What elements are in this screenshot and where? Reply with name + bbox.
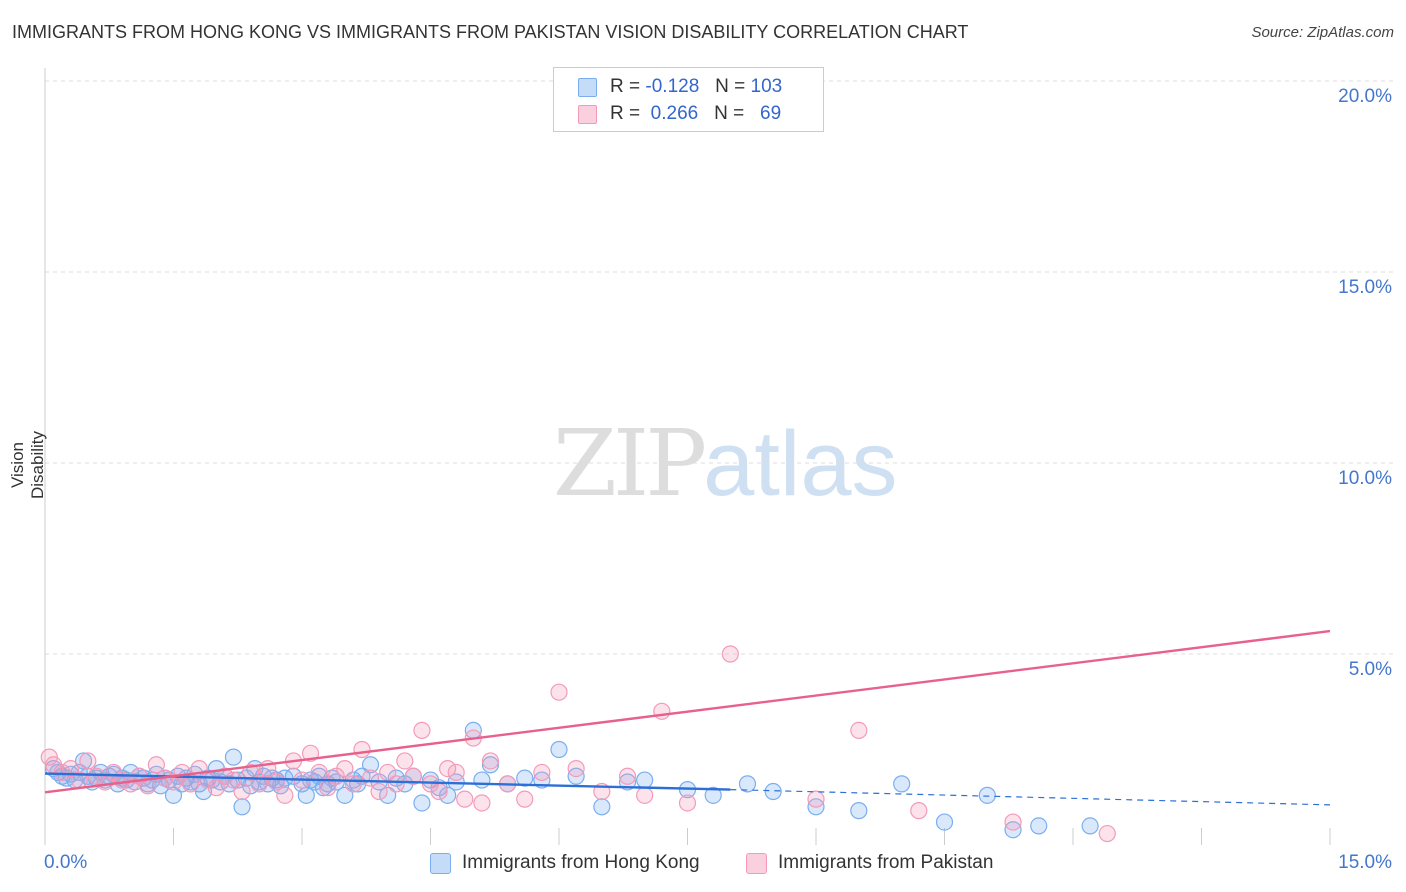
scatter-point [413,794,431,812]
scatter-point [439,759,457,778]
scatter-point [550,740,568,759]
scatter-point [164,786,183,804]
trend-line-hong-kong [44,772,731,791]
legend-stats: R = -0.128 N = 103 [610,76,783,97]
scatter-point [430,782,448,801]
y-tick-label: 15.0% [1338,277,1392,298]
scatter-point [636,771,654,789]
scatter-point [396,752,414,770]
scatter-point [1081,817,1099,835]
scatter-point [456,790,474,808]
scatter-point [327,773,345,791]
scatter-point [207,779,225,797]
scatter-point [233,782,251,801]
scatter-point [224,748,243,766]
scatter-point [336,759,354,778]
scatter-point [87,767,106,785]
scatter-point [336,786,354,804]
scatter-point [1098,824,1116,843]
x-tick-label: 0.0% [44,852,88,873]
scatter-point [738,775,757,793]
scatter-point [370,782,388,801]
scatter-point [567,759,585,778]
watermark-atlas: atlas [703,413,898,515]
scatter-point [473,794,491,812]
legend-stats: R = 0.266 N = 69 [610,103,782,124]
scatter-point [250,775,268,793]
scatter-point [550,683,568,701]
y-axis-label: Vision Disability [8,430,47,500]
legend-swatch-pink [578,105,597,124]
legend-swatch-blue [578,78,597,97]
scatter-point [593,798,611,816]
scatter-point [139,777,157,795]
scatter-point [481,756,500,774]
scatter-point [1004,813,1022,831]
scatter-point [704,786,722,804]
scatter-point [224,771,243,789]
scatter-point [216,767,234,785]
scatter-point [147,756,165,774]
scatter-point [404,767,422,785]
scatter-point [516,769,534,787]
scatter-point [618,767,637,785]
scatter-point [439,786,457,804]
source-credit: Source: ZipAtlas.com [1251,24,1394,41]
y-tick-label: 10.0% [1338,468,1392,489]
scatter-point [1030,817,1048,835]
legend-label: Immigrants from Pakistan [778,852,994,873]
scatter-point [533,763,551,782]
scatter-point [379,786,397,804]
scatter-point [413,721,431,740]
scatter-point [447,763,465,782]
scatter-point [344,775,362,793]
legend-swatch-pink [746,853,767,874]
legend-swatch-blue [430,853,451,874]
scatter-point [807,790,825,808]
legend-label: Immigrants from Hong Kong [462,852,700,873]
chart-title: IMMIGRANTS FROM HONG KONG VS IMMIGRANTS … [12,22,969,42]
scatter-point [361,756,380,774]
scatter-point [164,773,183,791]
scatter-point [935,813,954,831]
scatter-point [850,802,868,820]
trend-line-pakistan [44,629,1331,794]
series-legend: Immigrants from Hong Kong Immigrants fro… [0,851,1406,879]
scatter-point [473,771,491,789]
scatter-point [678,794,697,812]
scatter-point [910,802,928,820]
scatter-point [721,645,739,663]
scatter-point [276,786,294,804]
y-tick-label: 20.0% [1338,86,1392,107]
scatter-point [636,786,654,804]
trend-line-extension [730,789,1331,806]
scatter-point [893,775,911,793]
scatter-point [481,752,500,770]
y-tick-label: 5.0% [1348,659,1392,680]
scatter-point [79,752,97,770]
scatter-point [233,798,251,816]
scatter-point [978,786,996,804]
x-tick-label: 15.0% [1338,852,1392,873]
scatter-point [516,790,534,808]
scatter-point [53,763,71,782]
scatter-point [62,759,80,778]
scatter-point [242,763,260,782]
scatter-point [310,763,328,782]
correlation-legend: R = -0.128 N = 103 R = 0.266 N = 69 [553,67,824,132]
zipatlas-watermark: ZIPatlas [553,410,898,517]
scatter-point [353,740,371,759]
scatter-point [387,775,405,793]
scatter-point [850,721,868,740]
scatter-point [764,782,782,801]
scatter-point [653,702,671,720]
